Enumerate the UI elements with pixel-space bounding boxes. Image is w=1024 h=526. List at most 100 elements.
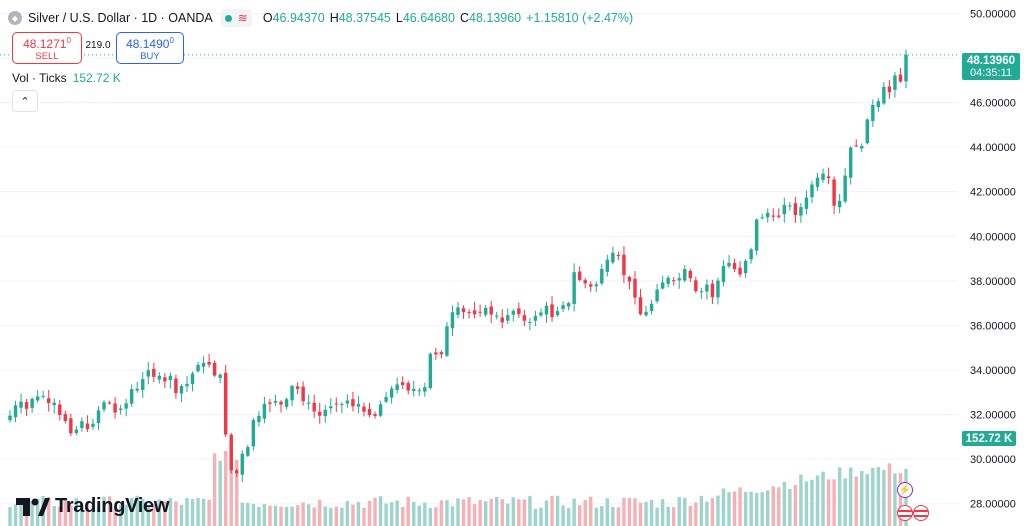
us-event-flag-icon[interactable] [897, 505, 913, 521]
buy-price-wrap: 48.14900 [126, 34, 174, 51]
candle-body [41, 395, 45, 397]
candle-body [141, 379, 145, 390]
collapse-legend-button[interactable]: ⌃ [12, 90, 38, 112]
candle-body [345, 400, 350, 404]
volume-bar [129, 497, 134, 526]
volume-bar [85, 503, 90, 526]
buy-label: BUY [140, 51, 160, 62]
candle-body [196, 364, 200, 372]
candle-body [74, 429, 79, 434]
candle-body [483, 307, 488, 315]
candle-body [223, 372, 228, 435]
candle-body [644, 311, 648, 316]
candle-body [406, 383, 410, 391]
sell-button[interactable]: 48.12710 SELL [12, 32, 82, 64]
candle-body [290, 386, 294, 401]
volume-bar [168, 498, 173, 526]
volume-bar [174, 501, 178, 526]
candle-body [561, 305, 565, 309]
market-status[interactable]: ≋ [220, 9, 252, 27]
volume-label: Vol · Ticks [12, 71, 67, 85]
candle-body [799, 207, 803, 216]
y-tick-label: 30.00000 [970, 454, 1016, 466]
volume-bar [356, 502, 361, 526]
candle-body [766, 212, 770, 218]
candle-body [705, 284, 709, 292]
volume-bar [273, 505, 278, 526]
candle-body [793, 203, 798, 216]
volume-bar [533, 508, 538, 526]
volume-bar [644, 501, 648, 526]
candle-body [898, 74, 903, 82]
buy-button[interactable]: 48.14900 BUY [116, 32, 184, 64]
candle-body [362, 406, 366, 412]
candle-body [533, 316, 538, 321]
candle-body [865, 119, 869, 144]
volume-bar [887, 463, 892, 526]
us-event-flag-icon[interactable] [913, 505, 929, 521]
volume-bar [738, 487, 742, 526]
volume-legend[interactable]: Vol · Ticks 152.72 K [12, 71, 121, 85]
y-tick-label: 40.00000 [970, 231, 1016, 243]
chevron-up-icon: ⌃ [20, 95, 30, 108]
open-value: 46.94370 [272, 11, 325, 25]
candle-body [262, 403, 267, 419]
volume-bar [467, 497, 471, 526]
candle-body [417, 390, 421, 392]
candle-body [129, 389, 134, 404]
candle-body [666, 277, 670, 284]
y-tick-label: 50.00000 [970, 8, 1016, 20]
candle-body [312, 402, 316, 412]
volume-bar [555, 495, 560, 526]
volume-bar [616, 507, 621, 526]
volume-bar [865, 474, 869, 526]
volume-bar [351, 504, 355, 526]
volume-bar [251, 503, 256, 526]
candle-body [550, 304, 554, 318]
y-tick-label: 38.00000 [970, 276, 1016, 288]
tradingview-logo[interactable]: TradingView [16, 495, 169, 518]
candle-body [517, 308, 521, 315]
volume-bar [589, 496, 593, 526]
candle-body [710, 283, 715, 298]
volume-bar [163, 501, 167, 526]
candle-body [821, 173, 825, 180]
candle-body [340, 403, 344, 405]
last-price-badge: 48.13960 04:35:11 [962, 53, 1020, 80]
volume-bar [577, 505, 582, 526]
candle-body [351, 399, 355, 407]
candle-body [251, 419, 256, 447]
candle-body [804, 197, 809, 209]
volume-bar [489, 498, 493, 526]
candle-body [58, 404, 62, 416]
volume-bar [699, 495, 704, 526]
volume-bar [495, 496, 499, 526]
volume-bar [445, 500, 449, 526]
low-value: 46.64680 [402, 11, 455, 25]
volume-bar [815, 475, 820, 526]
candle-body [882, 86, 886, 104]
volume-bar [799, 474, 803, 526]
event-flash-icon[interactable]: ⚡ [897, 482, 913, 498]
brand-text: TradingView [55, 495, 170, 517]
volume-bar [705, 501, 709, 526]
candle-body [887, 86, 892, 93]
volume-bar [135, 495, 139, 526]
high-value: 48.37545 [338, 11, 391, 25]
candle-body [495, 315, 499, 317]
candle-body [179, 386, 184, 394]
candle-body [235, 470, 239, 474]
candle-body [318, 411, 322, 416]
volume-bar [406, 496, 410, 526]
candle-body [30, 398, 34, 408]
volume-bar [74, 498, 79, 526]
open-label: O [262, 11, 273, 25]
candle-body [671, 280, 676, 282]
volume-bar [860, 471, 864, 526]
candle-body [69, 418, 73, 434]
candle-body [367, 408, 372, 416]
symbol-title[interactable]: Silver / U.S. Dollar · 1D · OANDA [28, 11, 213, 25]
volume-bar [96, 504, 101, 526]
volume-bar [461, 499, 466, 526]
